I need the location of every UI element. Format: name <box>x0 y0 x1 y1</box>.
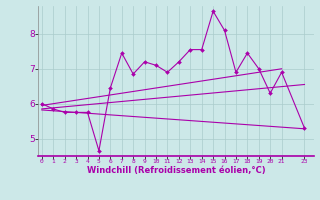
X-axis label: Windchill (Refroidissement éolien,°C): Windchill (Refroidissement éolien,°C) <box>87 166 265 175</box>
